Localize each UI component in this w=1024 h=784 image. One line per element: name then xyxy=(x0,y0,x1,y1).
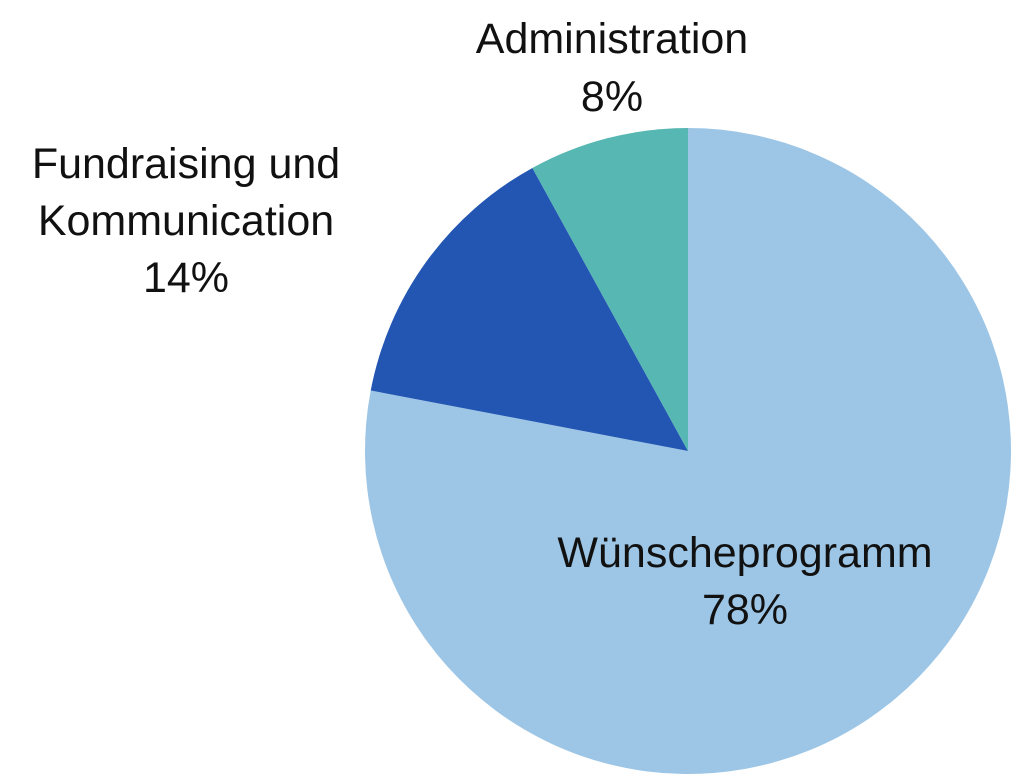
slice-value-administration: 8% xyxy=(581,73,643,121)
pie-slice-0 xyxy=(364,128,1011,775)
pie-slice-2 xyxy=(532,128,688,451)
label-wunscheprogramm: Wünscheprogramm 78% xyxy=(557,529,932,634)
slice-value-fundraising: 14% xyxy=(143,254,229,302)
label-fundraising: Fundraising und Kommunication 14% xyxy=(32,140,340,302)
slice-label-wunscheprogramm: Wünscheprogramm xyxy=(557,529,932,577)
label-administration: Administration 8% xyxy=(476,15,748,121)
slice-value-wunscheprogramm: 78% xyxy=(702,586,788,634)
pie-slices xyxy=(364,128,1011,775)
pie-slice-1 xyxy=(370,167,688,451)
slice-label-fundraising-line2: Kommunication xyxy=(38,197,334,245)
slice-label-administration: Administration xyxy=(476,15,748,63)
slice-label-fundraising-line1: Fundraising und xyxy=(32,140,340,188)
